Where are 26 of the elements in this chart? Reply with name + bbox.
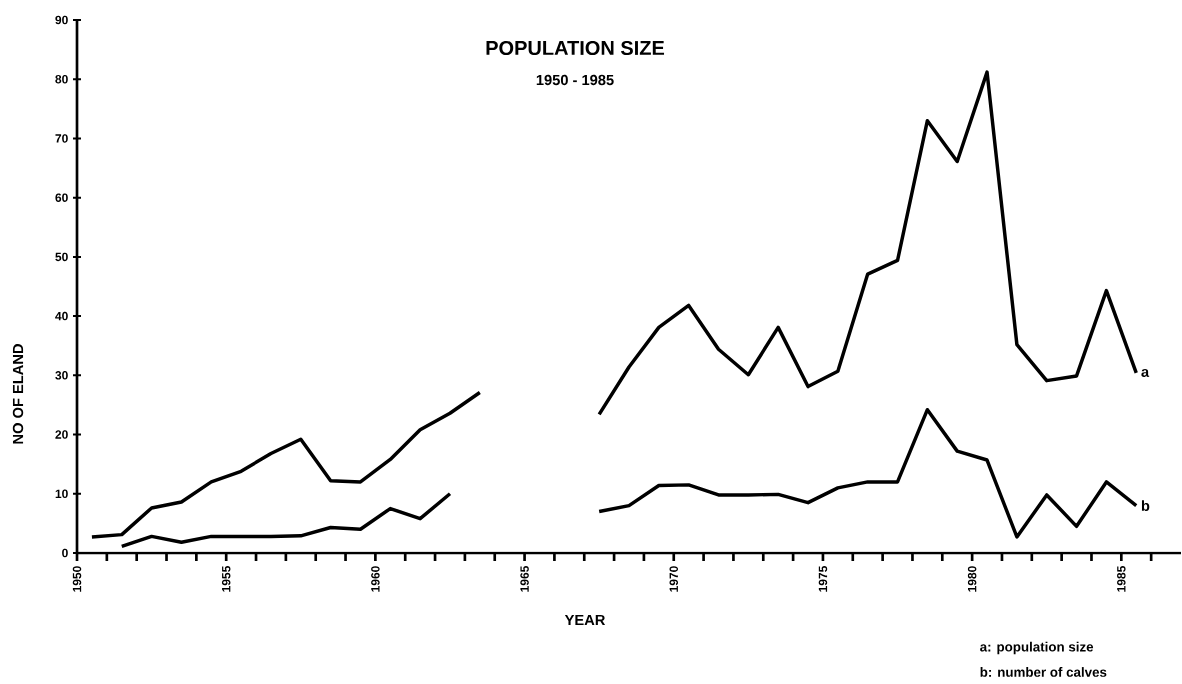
x-tick-label: 1970 bbox=[669, 566, 679, 592]
text: b: number of calves bbox=[980, 667, 1107, 677]
x-tick-label: 1955 bbox=[221, 566, 231, 592]
y-tick-label: 0 bbox=[62, 548, 68, 558]
x-axis-title: YEAR bbox=[564, 614, 606, 626]
x-tick-label: 1950 bbox=[72, 566, 82, 592]
y-tick-label: 80 bbox=[55, 74, 68, 84]
y-tick-label: 90 bbox=[55, 15, 68, 25]
y-tick-label: 30 bbox=[55, 371, 68, 380]
text: POPULATION SIZE bbox=[486, 40, 665, 56]
x-tick-label: 1980 bbox=[967, 566, 977, 592]
y-tick-label: 40 bbox=[55, 311, 68, 321]
x-tick-label: 1960 bbox=[371, 566, 380, 592]
series-label: a bbox=[1141, 368, 1150, 377]
series-label: b bbox=[1141, 500, 1150, 511]
y-tick-label: 20 bbox=[55, 430, 68, 439]
x-tick-label: 1985 bbox=[1117, 566, 1126, 592]
text: 1950 - 1985 bbox=[536, 74, 614, 86]
x-tick-label: 1975 bbox=[818, 566, 828, 592]
y-tick-label: 60 bbox=[55, 193, 68, 202]
y-tick-label: 50 bbox=[55, 252, 68, 262]
y-axis-title: NO OF ELAND bbox=[12, 344, 24, 444]
x-tick-label: 1965 bbox=[520, 566, 529, 592]
y-tick-label: 10 bbox=[55, 489, 68, 499]
text: a: population size bbox=[980, 641, 1094, 655]
y-tick-label: 70 bbox=[55, 134, 68, 143]
